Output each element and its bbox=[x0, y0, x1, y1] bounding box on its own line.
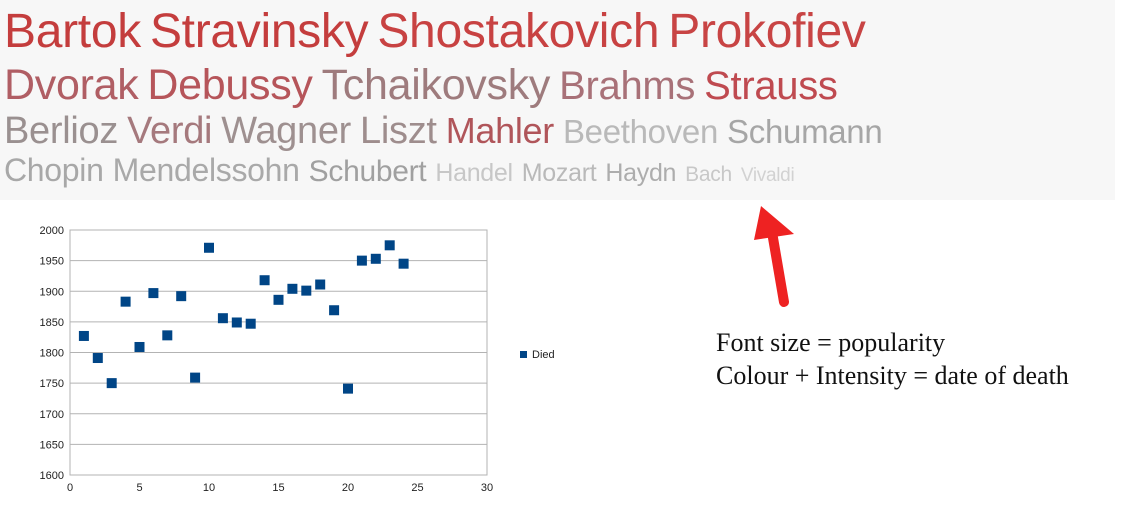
y-axis-ticks: 1600 1650 1700 1750 1800 1850 1900 1950 2000 bbox=[40, 225, 64, 482]
cloud-word-berlioz: Berlioz bbox=[4, 110, 119, 152]
scatter-chart: 1600 1650 1700 1750 1800 1850 1900 1950 2000 0 5 1… bbox=[40, 225, 555, 494]
data-point bbox=[190, 372, 201, 383]
cloud-word-tchaikovsky: Tchaikovsky bbox=[321, 61, 551, 109]
data-point bbox=[329, 305, 340, 316]
data-point bbox=[370, 253, 381, 264]
cloud-line: Chopin Mendelssohn Schubert Handel Mozart Hay… bbox=[4, 154, 803, 187]
y-tick-label: 1700 bbox=[40, 409, 64, 421]
data-point bbox=[106, 378, 117, 389]
data-point bbox=[384, 240, 395, 251]
x-tick-label: 15 bbox=[272, 482, 284, 494]
y-tick-label: 1650 bbox=[40, 439, 64, 451]
data-point bbox=[120, 296, 131, 307]
data-point bbox=[301, 285, 312, 296]
data-point bbox=[162, 330, 173, 341]
y-tick-label: 1600 bbox=[40, 470, 64, 482]
data-point bbox=[217, 313, 228, 324]
legend-swatch-died bbox=[520, 351, 527, 358]
cloud-word-beethoven: Beethoven bbox=[562, 113, 719, 150]
data-point bbox=[273, 294, 284, 305]
data-point bbox=[231, 317, 242, 328]
chart-gridlines bbox=[70, 229, 487, 476]
cloud-word-shostakovich: Shostakovich bbox=[377, 5, 660, 58]
cloud-word-bartok: Bartok bbox=[4, 5, 141, 58]
red-arrow-icon bbox=[754, 206, 794, 307]
caption-font-size: Font size = popularity bbox=[716, 328, 946, 357]
cloud-word-vivaldi: Vivaldi bbox=[740, 165, 795, 186]
cloud-line: Berlioz Verdi Wagner Liszt Mahler Beethoven Sc… bbox=[4, 112, 891, 150]
cloud-word-chopin: Chopin bbox=[4, 152, 104, 188]
x-axis-ticks: 0 5 10 15 20 25 30 bbox=[67, 482, 493, 494]
y-tick-label: 1900 bbox=[40, 286, 64, 298]
cloud-word-stravinsky: Stravinsky bbox=[149, 5, 369, 58]
x-tick-label: 5 bbox=[136, 482, 142, 494]
cloud-word-brahms: Brahms bbox=[559, 64, 696, 108]
data-point bbox=[204, 242, 214, 253]
cloud-word-wagner: Wagner bbox=[221, 110, 352, 152]
cloud-word-handel: Handel bbox=[435, 159, 513, 187]
data-point bbox=[315, 279, 326, 290]
data-point bbox=[287, 283, 298, 294]
cloud-line: Bartok Stravinsky Shostakovich Prokofiev bbox=[4, 8, 875, 56]
data-point bbox=[92, 353, 103, 364]
y-tick-label: 2000 bbox=[40, 225, 64, 237]
data-point bbox=[148, 288, 159, 299]
data-point bbox=[245, 318, 256, 329]
cloud-word-liszt: Liszt bbox=[360, 110, 437, 152]
cloud-word-schubert: Schubert bbox=[308, 155, 427, 188]
cloud-word-prokofiev: Prokofiev bbox=[668, 5, 866, 58]
x-tick-label: 25 bbox=[411, 482, 423, 494]
legend-label-died: Died bbox=[532, 349, 555, 361]
cloud-word-schumann: Schumann bbox=[727, 113, 883, 150]
y-tick-label: 1800 bbox=[40, 348, 64, 360]
y-tick-label: 1750 bbox=[40, 378, 64, 390]
y-tick-label: 1950 bbox=[40, 256, 64, 268]
chart-points bbox=[78, 240, 409, 394]
plot-area-frame bbox=[69, 229, 488, 476]
cloud-word-debussy: Debussy bbox=[147, 61, 313, 109]
composer-word-cloud: Bartok Stravinsky Shostakovich Prokofiev Dvo… bbox=[0, 0, 1115, 200]
cloud-word-haydn: Haydn bbox=[605, 159, 677, 187]
legend: Died bbox=[520, 349, 555, 361]
x-tick-label: 0 bbox=[67, 482, 73, 494]
cloud-word-mendelssohn: Mendelssohn bbox=[112, 152, 300, 188]
cloud-word-strauss: Strauss bbox=[704, 64, 838, 108]
cloud-word-mahler: Mahler bbox=[445, 110, 555, 151]
x-tick-label: 20 bbox=[342, 482, 354, 494]
caption-colour-intensity: Colour + Intensity = date of death bbox=[716, 361, 1069, 390]
data-point bbox=[343, 383, 353, 394]
cloud-word-dvorak: Dvorak bbox=[4, 61, 139, 109]
cloud-word-mozart: Mozart bbox=[521, 159, 597, 187]
cloud-word-verdi: Verdi bbox=[127, 110, 213, 152]
x-tick-label: 30 bbox=[481, 482, 493, 494]
data-point bbox=[134, 341, 145, 352]
data-point bbox=[78, 330, 89, 341]
data-point bbox=[259, 275, 270, 286]
data-point bbox=[356, 255, 367, 266]
cloud-line: Dvorak Debussy Tchaikovsky Brahms Strauss bbox=[4, 64, 847, 107]
cloud-word-bach: Bach bbox=[685, 163, 732, 186]
data-point bbox=[176, 291, 187, 302]
x-tick-label: 10 bbox=[203, 482, 215, 494]
y-tick-label: 1850 bbox=[40, 317, 64, 329]
data-point bbox=[398, 258, 409, 269]
